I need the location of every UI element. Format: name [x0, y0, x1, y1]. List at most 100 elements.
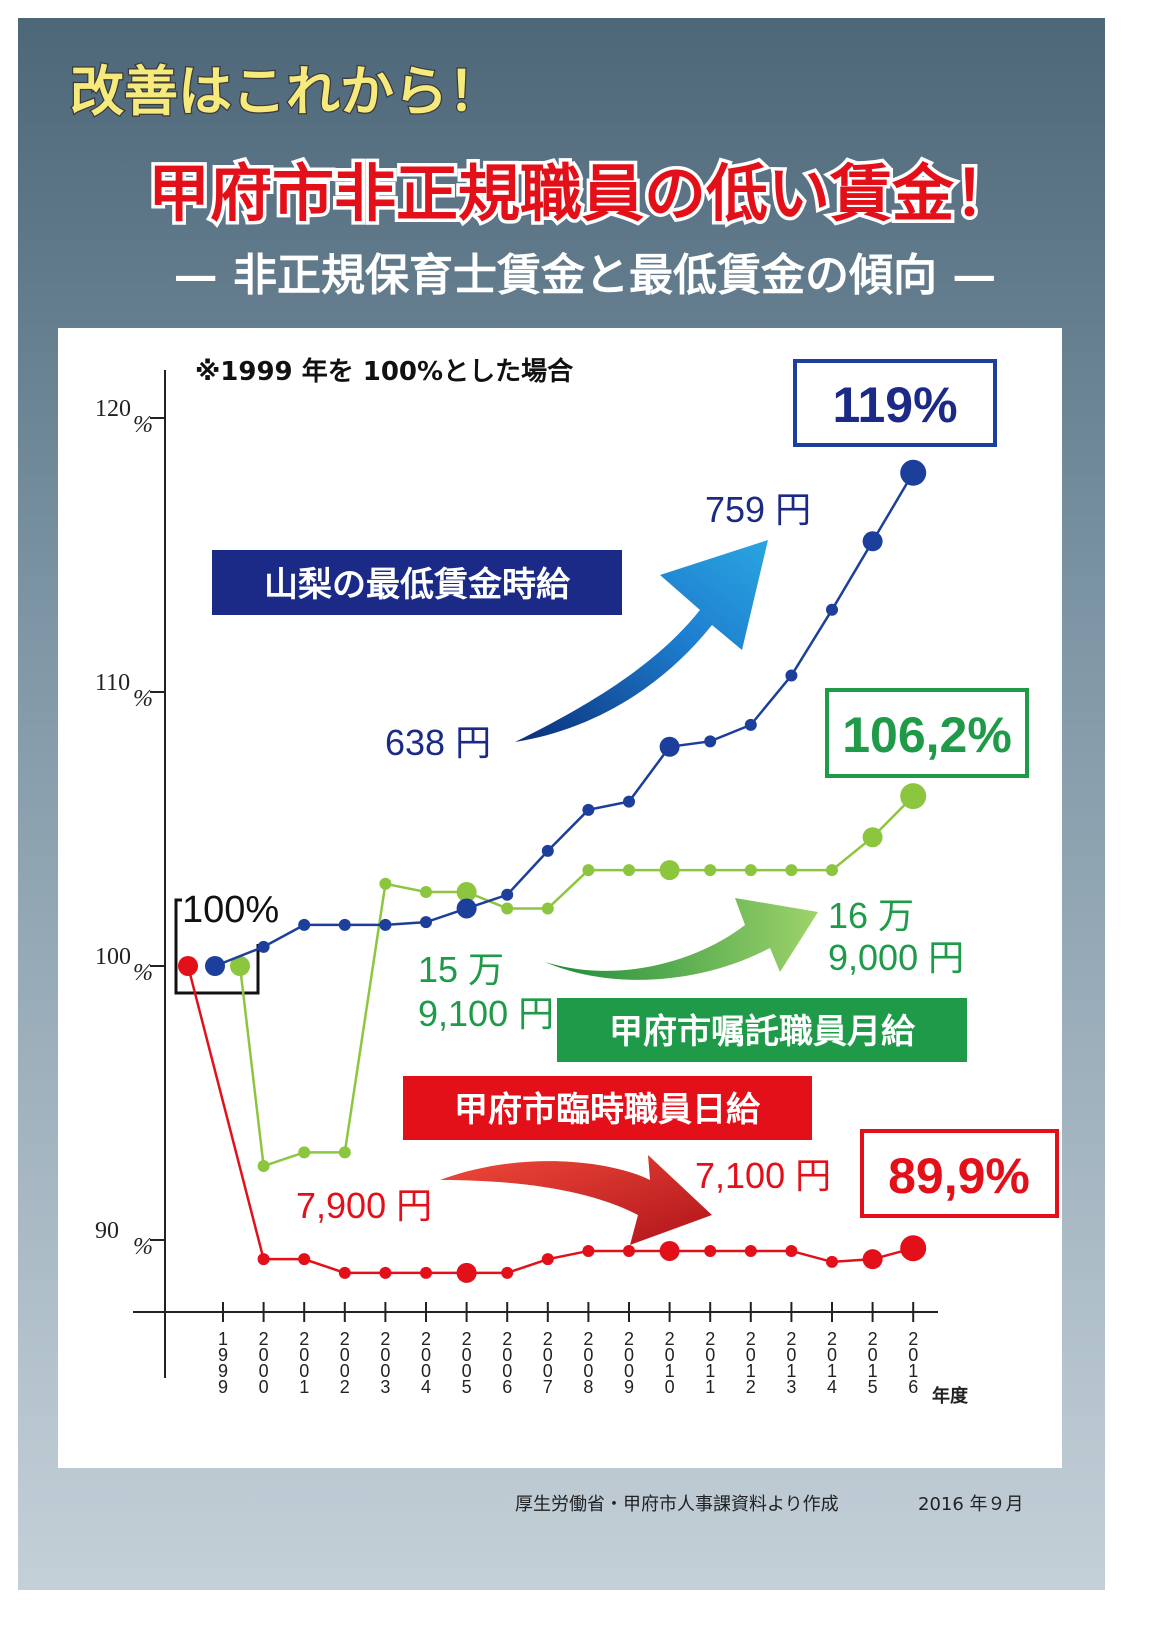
data-point-temporary-2015 [862, 1249, 883, 1270]
y-tick-unit: % [133, 960, 153, 986]
y-tick-label: 120 [95, 396, 131, 422]
data-point-entrusted-2002 [338, 1146, 351, 1159]
data-point-min_wage-2007 [541, 844, 554, 857]
entrusted-result: 106,2% [842, 707, 1012, 763]
temporary-result-box [860, 1129, 1059, 1218]
data-point-min_wage-2003 [379, 918, 392, 931]
data-point-entrusted-2014 [826, 864, 838, 877]
data-point-min_wage-2006 [501, 888, 514, 901]
data-point-temporary-2008 [582, 1244, 595, 1257]
series-entrusted [230, 783, 927, 1173]
series-min_wage [205, 459, 927, 976]
data-point-temporary-2009 [623, 1244, 635, 1257]
y-tick-label: 100 [95, 944, 131, 970]
data-point-entrusted-2005 [456, 882, 477, 903]
min-wage-end-value: 759 円 [705, 489, 811, 530]
data-point-min_wage-2000 [257, 940, 270, 953]
entrusted-result-box [825, 688, 1029, 778]
data-point-entrusted-2004 [420, 886, 432, 899]
entrusted-start-value-line2: 9,100 円 [418, 993, 554, 1034]
data-point-temporary-2007 [541, 1253, 554, 1266]
baseline-bracket [174, 898, 260, 995]
data-point-entrusted-2001 [298, 1146, 311, 1159]
data-point-min_wage-2010 [659, 736, 680, 757]
entrusted-start-value-line1: 15 万 [418, 949, 504, 990]
data-point-temporary-2002 [338, 1266, 351, 1279]
min-wage-start-value: 638 円 [385, 722, 491, 763]
blue-arrow-icon [515, 540, 768, 742]
data-point-temporary-2013 [785, 1244, 798, 1257]
entrusted-end-value-line1: 16 万 [828, 895, 914, 936]
data-point-entrusted-2000 [257, 1160, 270, 1173]
min-wage-result: 119% [832, 377, 957, 433]
publish-date: 2016 年９月 [918, 1494, 1024, 1515]
data-point-temporary-2014 [826, 1255, 838, 1268]
data-point-min_wage-2008 [582, 803, 595, 816]
data-point-min_wage-2012 [744, 718, 757, 731]
data-point-temporary-2011 [704, 1244, 717, 1257]
page-subtitle: — 非正規保育士賃金と最低賃金の傾向 — [174, 250, 997, 301]
min-wage-tag: 山梨の最低賃金時給 [264, 565, 571, 605]
temporary-end-value: 7,100 円 [695, 1155, 831, 1196]
entrusted-tag: 甲府市嘱託職員月給 [609, 1012, 916, 1052]
y-tick-label: 110 [95, 670, 130, 696]
data-point-min_wage-2009 [623, 795, 635, 808]
data-point-entrusted-2008 [582, 864, 595, 877]
data-point-temporary-2004 [420, 1266, 432, 1279]
y-tick-unit: % [133, 1234, 153, 1260]
data-point-entrusted-1999 [230, 956, 250, 976]
data-point-temporary-2016 [900, 1235, 927, 1262]
data-point-entrusted-2006 [501, 902, 514, 915]
data-point-min_wage-2004 [420, 916, 432, 929]
data-point-entrusted-2003 [379, 877, 392, 890]
temporary-tag: 甲府市臨時職員日給 [454, 1090, 761, 1130]
y-tick-label: 90 [95, 1218, 119, 1244]
min-wage-tag-bg [212, 550, 622, 615]
entrusted-tag-bg [557, 998, 967, 1062]
temporary-result: 89,9% [888, 1148, 1030, 1204]
source-note: 厚生労働省・甲府市人事課資料より作成 [515, 1494, 839, 1515]
series-temporary [178, 956, 927, 1283]
series-line-min_wage [214, 472, 915, 968]
green-arrow-icon [545, 898, 818, 980]
data-point-entrusted-2012 [744, 864, 757, 877]
data-point-temporary-2000 [257, 1253, 270, 1266]
data-point-temporary-2006 [501, 1266, 514, 1279]
data-point-entrusted-2010 [659, 860, 680, 881]
y-tick-unit: % [133, 686, 153, 712]
series-line-entrusted [238, 795, 915, 1168]
page-title: 甲府市非正規職員の低い賃金！ [148, 157, 1016, 230]
series-line-temporary [186, 965, 914, 1275]
data-point-entrusted-2013 [785, 864, 798, 877]
red-arrow-icon [440, 1155, 712, 1245]
temporary-start-value: 7,900 円 [296, 1185, 432, 1226]
data-point-entrusted-2011 [704, 864, 717, 877]
data-point-min_wage-2005 [456, 898, 477, 919]
data-point-entrusted-2016 [900, 783, 927, 810]
data-point-min_wage-2002 [338, 918, 351, 931]
data-point-temporary-2001 [298, 1253, 311, 1266]
data-point-temporary-2005 [456, 1262, 477, 1283]
data-point-min_wage-2016 [900, 459, 927, 486]
x-axis-label: 年度 [932, 1385, 969, 1407]
data-point-min_wage-1999 [205, 956, 225, 976]
baseline-label: 100% [182, 889, 279, 931]
data-point-min_wage-2014 [826, 603, 838, 616]
data-point-entrusted-2007 [541, 902, 554, 915]
data-point-entrusted-2015 [862, 827, 883, 848]
